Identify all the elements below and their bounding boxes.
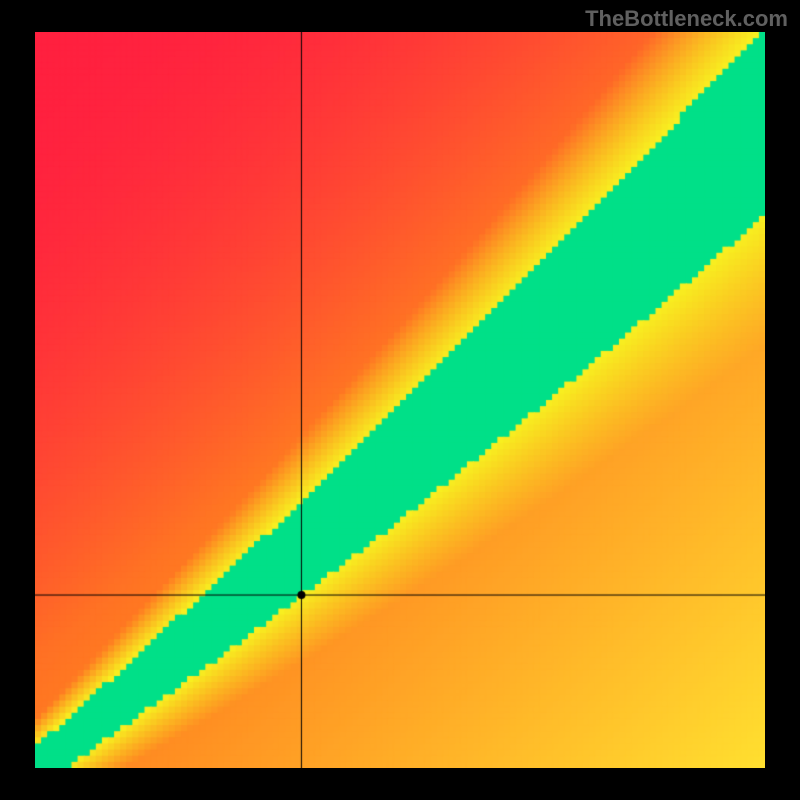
watermark-text: TheBottleneck.com bbox=[585, 6, 788, 32]
chart-container: TheBottleneck.com bbox=[0, 0, 800, 800]
bottleneck-heatmap bbox=[35, 32, 765, 768]
